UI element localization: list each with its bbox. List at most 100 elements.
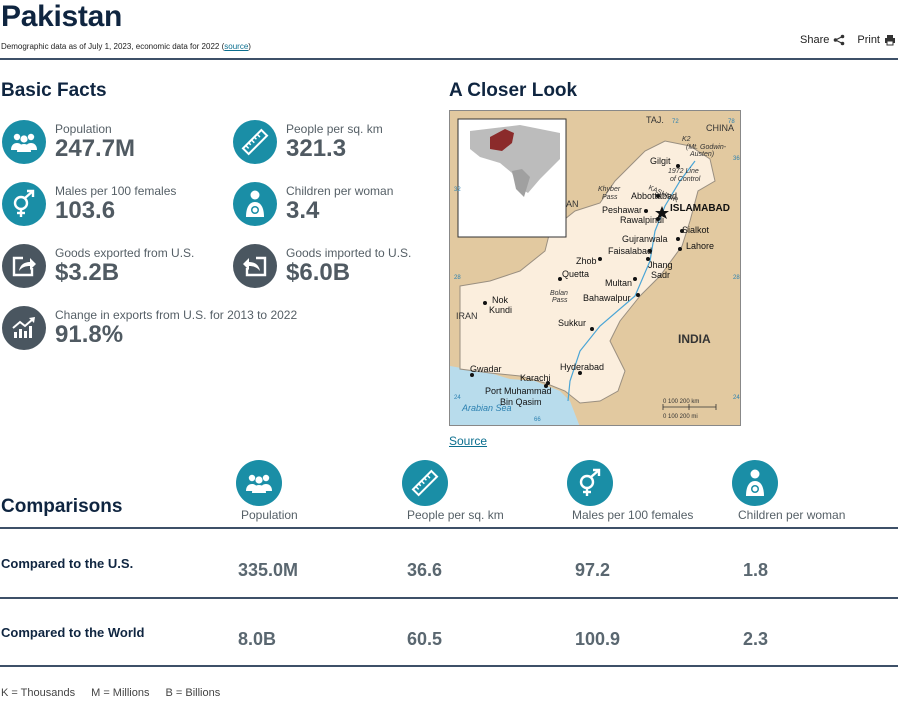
source-link[interactable]: source (224, 42, 249, 51)
svg-text:0 100 200 km: 0 100 200 km (663, 399, 699, 405)
fact-label: Change in exports from U.S. for 2013 to … (55, 308, 298, 322)
svg-text:Port Muhammad: Port Muhammad (485, 386, 552, 396)
fact-density: People per sq. km 321.3 (233, 120, 383, 164)
svg-text:66: 66 (534, 417, 541, 423)
fact-population: Population 247.7M (2, 120, 135, 164)
fact-imports: Goods imported to U.S. $6.0B (233, 244, 411, 288)
table-cell: 36.6 (407, 560, 443, 580)
fact-value: 3.4 (286, 197, 320, 224)
table-divider (0, 597, 898, 599)
subtitle-text: Demographic data as of July 1, 2023, eco… (1, 42, 225, 51)
table-cell: 60.5 (407, 629, 443, 649)
svg-text:24: 24 (733, 395, 740, 401)
svg-text:Lahore: Lahore (686, 241, 714, 251)
svg-text:Abbottabad: Abbottabad (631, 191, 677, 201)
page-subtitle: Demographic data as of July 1, 2023, eco… (1, 42, 251, 51)
mother-child-icon (732, 460, 778, 506)
svg-text:Sialkot: Sialkot (682, 225, 710, 235)
header-divider (0, 58, 898, 60)
svg-text:Pass: Pass (602, 194, 618, 201)
fact-label: Children per woman (286, 184, 394, 198)
svg-text:INDIA: INDIA (678, 332, 711, 346)
fact-label: Goods imported to U.S. (286, 246, 412, 260)
fact-value: $6.0B (286, 259, 351, 286)
fact-label: Males per 100 females (55, 184, 177, 198)
gender-icon (567, 460, 613, 506)
svg-text:AN: AN (566, 199, 579, 209)
map-source-link[interactable]: Source (449, 434, 488, 448)
page-tools: Share Print (800, 34, 896, 46)
svg-text:ISLAMABAD: ISLAMABAD (670, 203, 730, 214)
fact-label: Goods exported from U.S. (55, 246, 195, 260)
table-cell: 97.2 (575, 560, 611, 580)
svg-text:Jhang: Jhang (648, 260, 673, 270)
column-header-density: People per sq. km (407, 508, 504, 522)
svg-text:Nok: Nok (492, 295, 509, 305)
svg-text:0 100 200 mi: 0 100 200 mi (663, 414, 698, 420)
fact-value: $3.2B (55, 259, 120, 286)
table-divider (0, 527, 898, 529)
svg-text:Hyderabad: Hyderabad (560, 362, 604, 372)
svg-text:Faisalabad: Faisalabad (608, 246, 652, 256)
svg-text:Bahawalpur: Bahawalpur (583, 293, 631, 303)
print-button[interactable]: Print (857, 34, 896, 46)
fact-sex-ratio: Males per 100 females 103.6 (2, 182, 176, 226)
ruler-icon (402, 460, 448, 506)
table-cell: 1.8 (743, 560, 769, 580)
svg-text:32: 32 (454, 187, 461, 193)
table-cell: 8.0B (238, 629, 277, 649)
svg-text:28: 28 (454, 275, 461, 281)
svg-text:24: 24 (454, 395, 461, 401)
svg-text:CHINA: CHINA (706, 123, 734, 133)
svg-text:Kundi: Kundi (489, 305, 512, 315)
page-title: Pakistan (1, 0, 122, 33)
svg-text:K2: K2 (682, 136, 691, 143)
svg-text:78: 78 (728, 119, 735, 125)
import-icon (233, 244, 277, 288)
row-label-world: Compared to the World (1, 625, 145, 640)
table-cell: 100.9 (575, 629, 621, 649)
fact-label: Population (55, 122, 112, 136)
svg-text:Austen): Austen) (689, 151, 714, 158)
svg-text:of Control: of Control (670, 176, 701, 183)
gender-icon (2, 182, 46, 226)
fact-value: 103.6 (55, 197, 116, 224)
svg-text:72: 72 (672, 119, 679, 125)
svg-text:36: 36 (733, 156, 740, 162)
table-cell: 2.3 (743, 629, 769, 649)
table-cell: 335.0M (238, 560, 299, 580)
fact-export-change: Change in exports from U.S. for 2013 to … (2, 306, 297, 350)
legend-item: M = Millions (91, 687, 150, 699)
svg-text:Zhob: Zhob (576, 256, 597, 266)
share-icon (834, 34, 845, 46)
svg-text:Gwadar: Gwadar (470, 364, 502, 374)
fact-exports: Goods exported from U.S. $3.2B (2, 244, 194, 288)
basic-facts-heading: Basic Facts (1, 80, 107, 101)
trend-chart-icon (2, 306, 46, 350)
country-map[interactable]: Gilgit Abbottabad Peshawar Rawalpindi IS… (449, 110, 741, 426)
people-icon (236, 460, 282, 506)
svg-text:Gujranwala: Gujranwala (622, 234, 668, 244)
svg-text:Sukkur: Sukkur (558, 318, 586, 328)
share-button[interactable]: Share (800, 34, 845, 46)
column-header-population: Population (241, 508, 298, 522)
comparisons-heading: Comparisons (1, 496, 123, 517)
row-label-us: Compared to the U.S. (1, 556, 134, 571)
svg-text:Khyber: Khyber (598, 186, 621, 193)
ruler-icon (233, 120, 277, 164)
closer-look-heading: A Closer Look (449, 80, 578, 101)
legend-item: B = Billions (165, 687, 221, 699)
svg-text:IRAN: IRAN (456, 311, 478, 321)
svg-text:Rawalpindi: Rawalpindi (620, 215, 664, 225)
svg-text:1972 Line: 1972 Line (668, 168, 699, 175)
fact-label: People per sq. km (286, 122, 383, 136)
svg-text:Sadr: Sadr (651, 270, 670, 280)
svg-text:(Mt. Godwin-: (Mt. Godwin- (686, 144, 727, 151)
column-header-fertility: Children per woman (738, 508, 846, 522)
mother-child-icon (233, 182, 277, 226)
units-legend: K = Thousands M = Millions B = Billions (1, 687, 220, 699)
people-icon (2, 120, 46, 164)
svg-text:TAJ.: TAJ. (646, 115, 664, 125)
svg-text:Peshawar: Peshawar (602, 205, 642, 215)
export-icon (2, 244, 46, 288)
